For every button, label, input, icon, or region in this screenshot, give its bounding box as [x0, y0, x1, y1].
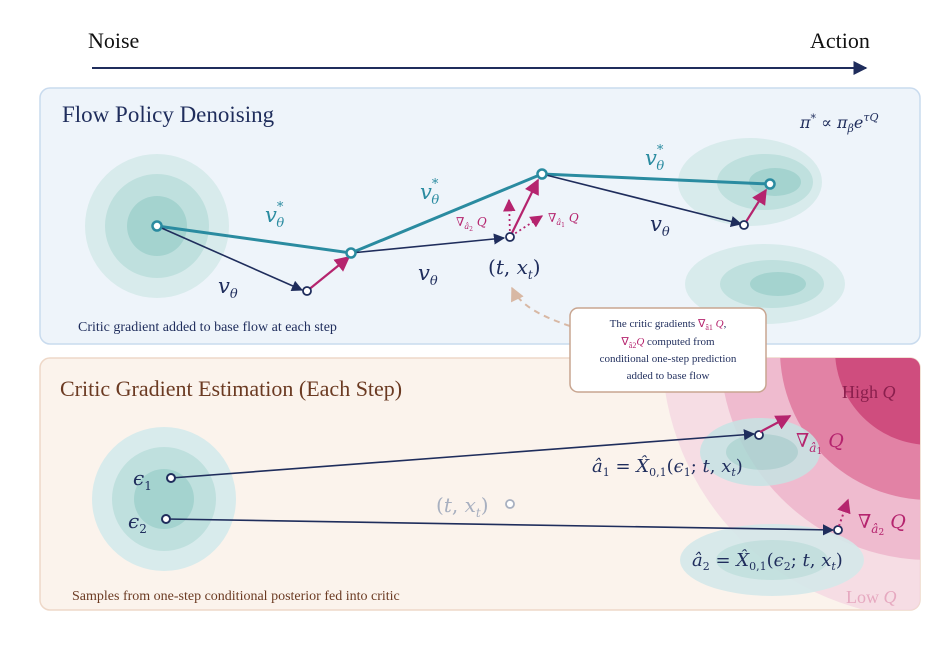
- eps2-node: [161, 514, 171, 524]
- v-star-label-2: v* θ: [420, 177, 439, 208]
- a2-node: [833, 525, 843, 535]
- grad-a1-arrow: [759, 415, 792, 433]
- base-flow-step-3: [541, 173, 743, 227]
- end-node: [764, 178, 776, 190]
- grad-a2-dotted: [503, 198, 516, 237]
- low-q-label: Low Q: [846, 587, 897, 607]
- start-node: [151, 220, 163, 232]
- state-label: (t, xt): [488, 255, 541, 282]
- action-label: Action: [810, 28, 870, 53]
- noise-label: Noise: [88, 28, 139, 53]
- a1-equation: â1 = X̂0,1(ϵ1; t, xt): [592, 455, 743, 479]
- gradient-correction-1: [306, 256, 351, 292]
- base-node-3: [739, 220, 749, 230]
- callout-line-3: conditional one-step prediction: [600, 353, 737, 365]
- callout-line-1: The critic gradients ∇â1 Q,: [610, 318, 727, 332]
- eps1-node: [166, 473, 176, 483]
- grad-a1-bottom-label: ∇â1 Q: [796, 430, 844, 457]
- gradient-correction-2: [509, 178, 539, 238]
- callout-box: [569, 307, 767, 393]
- grad-a1-dotted: [510, 215, 544, 237]
- state-ghost-label: (t, xt): [436, 493, 489, 520]
- posterior-blob-1: [700, 418, 820, 486]
- v-star-label-1: v* θ: [265, 200, 284, 231]
- sample-arrow-2: [165, 518, 835, 536]
- gradient-correction-3: [743, 188, 767, 226]
- posterior-blob-2: [680, 524, 864, 596]
- v-star-label-3: v* θ: [645, 143, 664, 174]
- noise-distribution: [92, 427, 236, 571]
- base-flow-step-1: [156, 225, 304, 292]
- callout-line-4: added to base flow: [627, 370, 710, 382]
- state-node: [505, 232, 515, 242]
- base-node-1: [302, 286, 312, 296]
- node-3: [536, 168, 548, 180]
- state-ghost-node: [505, 499, 515, 509]
- a2-equation: â2 = X̂0,1(ϵ2; t, xt): [692, 549, 843, 573]
- critic-value-field: [662, 358, 920, 610]
- high-q-label: High Q: [842, 382, 896, 402]
- node-2: [345, 247, 357, 259]
- bottom-title: Critic Gradient Estimation (Each Step): [60, 376, 402, 401]
- bottom-footer: Samples from one-step conditional poster…: [72, 589, 400, 604]
- base-flow-step-2: [350, 233, 506, 254]
- callout-line-2: ∇â2Q computed from: [620, 336, 715, 350]
- top-footer: Critic gradient added to base flow at ea…: [78, 320, 337, 335]
- a1-node: [754, 430, 764, 440]
- flow-policy-title: Flow Policy Denoising: [62, 102, 275, 127]
- sample-arrow-1: [170, 429, 756, 479]
- optimal-flow-path: [156, 172, 771, 255]
